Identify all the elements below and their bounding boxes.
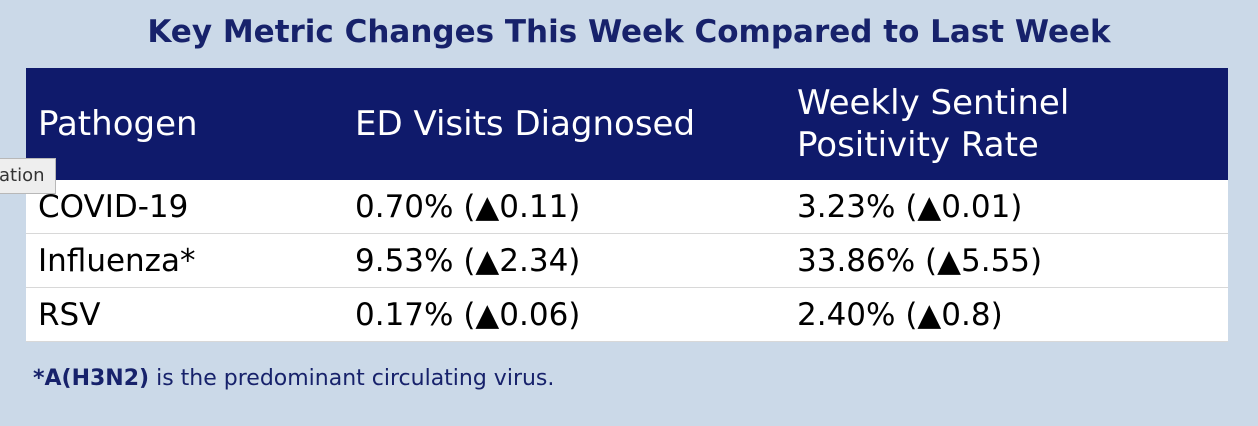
- table-cell: 0.17% (▲0.06): [355, 297, 581, 333]
- table-cell: RSV: [38, 297, 101, 333]
- table-cell: 33.86% (▲5.55): [797, 243, 1043, 279]
- header-cell: Pathogen: [38, 104, 198, 144]
- table-cell: 2.40% (▲0.8): [797, 297, 1003, 333]
- tooltip: ation: [0, 158, 56, 194]
- tooltip-text: ation: [0, 165, 45, 186]
- table-cell: 3.23% (▲0.01): [797, 189, 1023, 225]
- header-cell: ED Visits Diagnosed: [355, 104, 696, 144]
- table-cell: 0.70% (▲0.11): [355, 189, 581, 225]
- footnote-text: is the predominant circulating virus.: [149, 366, 555, 391]
- table-row: RSV 0.17% (▲0.06) 2.40% (▲0.8): [26, 288, 1228, 342]
- footnote-bold: *A(H3N2): [33, 366, 150, 391]
- table-row: Influenza* 9.53% (▲2.34) 33.86% (▲5.55): [26, 234, 1228, 288]
- header-cell: Weekly Sentinel Positivity Rate: [797, 83, 1070, 165]
- table-cell: COVID-19: [38, 189, 189, 225]
- table-cell: Influenza*: [38, 243, 196, 279]
- title: Key Metric Changes This Week Compared to…: [147, 14, 1111, 50]
- header-row: Pathogen ED Visits Diagnosed Weekly Sentin…: [26, 68, 1228, 180]
- table-row: COVID-19 0.70% (▲0.11) 3.23% (▲0.01): [26, 180, 1228, 234]
- table-cell: 9.53% (▲2.34): [355, 243, 581, 279]
- table: Pathogen ED Visits Diagnosed Weekly Sentin…: [26, 68, 1228, 342]
- footnote: *A(H3N2) is the predominant circulating …: [33, 366, 554, 391]
